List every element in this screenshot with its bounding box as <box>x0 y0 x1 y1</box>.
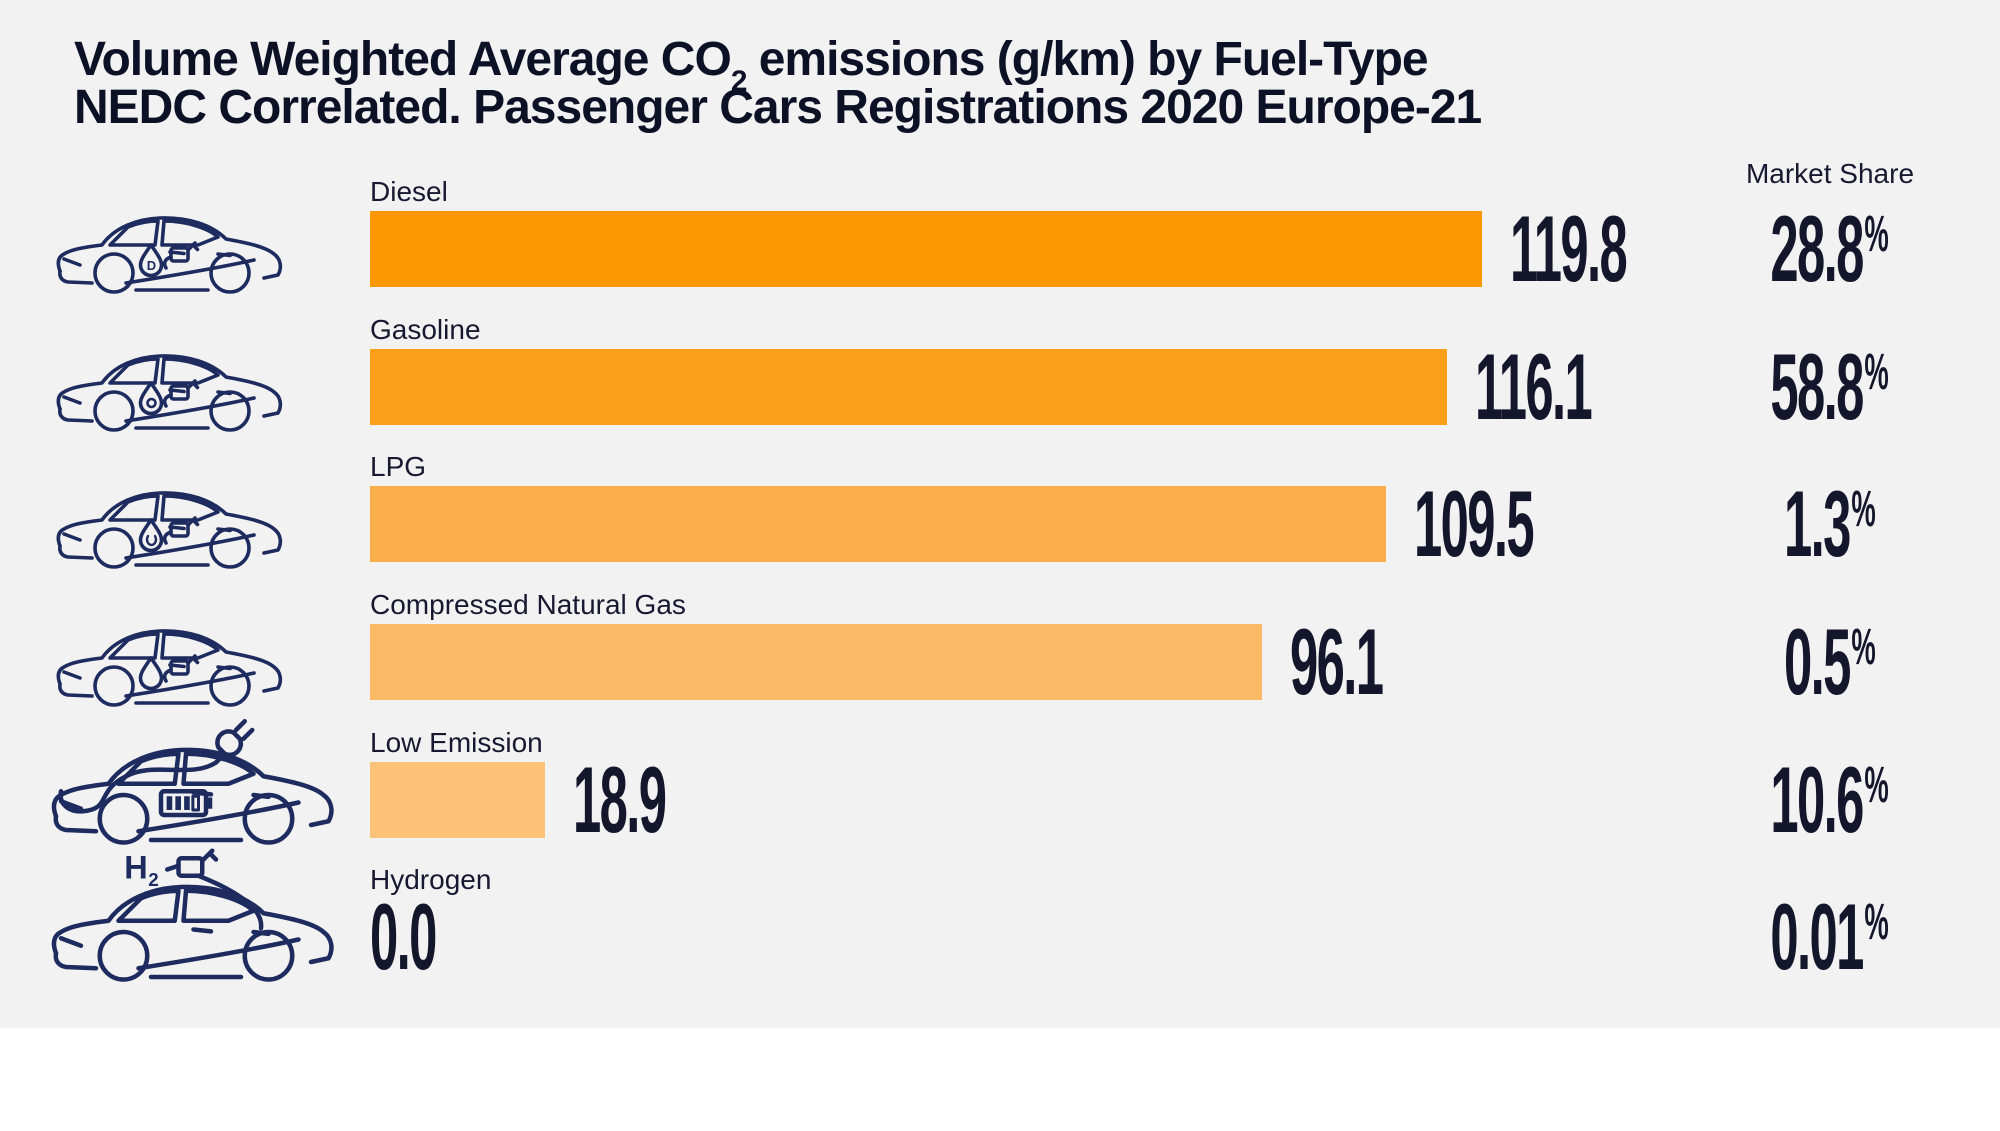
footer: JATO <box>0 1028 2000 1131</box>
low-emission-bar <box>370 762 545 838</box>
row-label: Hydrogen <box>370 864 492 895</box>
row-label: Low Emission <box>370 727 543 758</box>
market-share-header: Market Share <box>1745 158 1915 189</box>
svg-text:D: D <box>147 258 156 273</box>
hydrogen-market-share: 0.01% <box>1770 884 1890 989</box>
percent-sign: % <box>1864 892 1890 950</box>
co2-subscript: 2 <box>730 64 748 98</box>
title-line1: Volume Weighted Average CO2 emissions (g… <box>74 33 1429 98</box>
lpg-car-icon <box>52 474 292 576</box>
lpg-bar <box>370 486 1386 562</box>
gasoline-car-icon <box>52 337 292 439</box>
title-line2: NEDC Correlated. Passenger Cars Registra… <box>74 81 1482 134</box>
row-label: Diesel <box>370 176 448 207</box>
hydrogen-value: 0.0 <box>370 884 437 989</box>
cng-market-share: 0.5% <box>1784 609 1876 714</box>
low-emission-market-share: 10.6% <box>1770 747 1890 852</box>
electric-car-icon <box>46 706 346 854</box>
gasoline-bar <box>370 349 1447 425</box>
low-emission-value: 18.9 <box>573 747 667 852</box>
percent-sign: % <box>1864 204 1890 262</box>
diesel-bar <box>370 211 1482 287</box>
row-label: Compressed Natural Gas <box>370 589 686 620</box>
cng-value: 96.1 <box>1290 609 1384 714</box>
percent-sign: % <box>1851 479 1876 537</box>
gasoline-value: 116.1 <box>1475 334 1593 439</box>
chart-area: Volume Weighted Average CO2 emissions (g… <box>0 0 2000 1028</box>
row-label: LPG <box>370 451 427 482</box>
diesel-car-icon: D <box>52 199 292 301</box>
diesel-market-share: 28.8% <box>1770 196 1890 301</box>
row-label: Gasoline <box>370 314 481 345</box>
lpg-value: 109.5 <box>1414 471 1535 576</box>
lpg-market-share: 1.3% <box>1784 471 1876 576</box>
chart-title: Volume Weighted Average CO2 emissions (g… <box>74 33 1482 134</box>
diesel-value: 119.8 <box>1510 196 1628 301</box>
percent-sign: % <box>1864 755 1890 813</box>
percent-sign: % <box>1851 617 1876 675</box>
percent-sign: % <box>1864 342 1890 400</box>
cng-bar <box>370 624 1262 700</box>
hydrogen-car-icon: H 2 <box>46 843 346 991</box>
gasoline-market-share: 58.8% <box>1770 334 1890 439</box>
svg-text:2: 2 <box>148 869 158 890</box>
cng-car-icon <box>52 612 292 714</box>
svg-text:H: H <box>124 849 147 885</box>
